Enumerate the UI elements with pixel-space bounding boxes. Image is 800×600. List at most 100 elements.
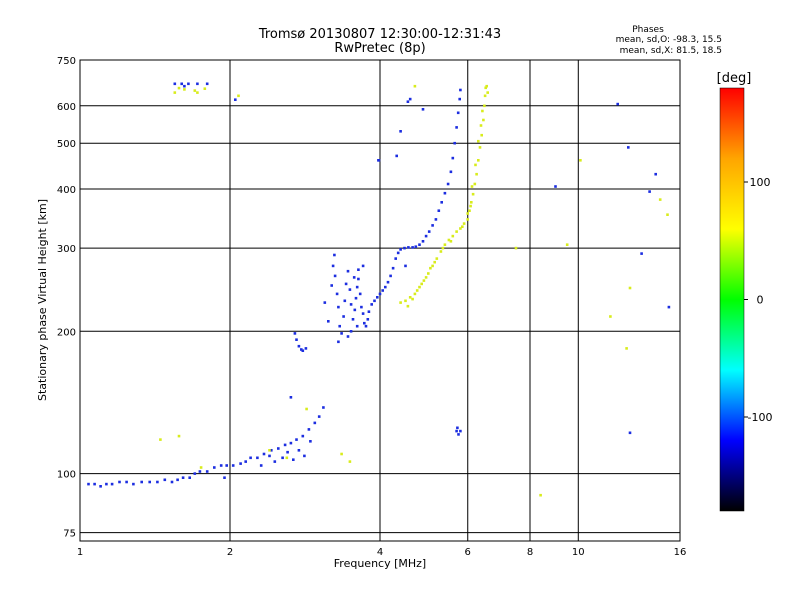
- data-point: [399, 248, 402, 251]
- data-point: [437, 209, 441, 212]
- data-point: [304, 347, 308, 350]
- data-point: [340, 452, 343, 456]
- data-point: [177, 86, 181, 90]
- data-point: [262, 452, 266, 456]
- data-point: [305, 407, 308, 411]
- data-point: [297, 449, 301, 452]
- data-point: [474, 163, 477, 167]
- data-point: [270, 449, 273, 452]
- colorbar-tick-label: -100: [748, 411, 773, 424]
- data-point: [289, 441, 293, 445]
- data-point: [654, 172, 657, 176]
- data-point: [196, 91, 199, 94]
- data-point: [658, 198, 662, 201]
- data-point: [406, 304, 410, 308]
- data-point: [466, 218, 469, 221]
- data-point: [352, 276, 356, 279]
- data-point: [441, 246, 445, 250]
- data-point: [384, 285, 387, 289]
- data-point: [156, 480, 159, 484]
- phases-title: Phases: [632, 25, 664, 35]
- y-tick-label: 600: [57, 102, 76, 113]
- data-point: [105, 482, 108, 486]
- data-point: [399, 301, 402, 304]
- data-point: [99, 485, 102, 488]
- series-o-mode-trace: [87, 82, 671, 488]
- data-point: [514, 246, 518, 250]
- data-point: [446, 182, 450, 186]
- data-point: [344, 282, 348, 286]
- data-point: [389, 274, 392, 278]
- data-point: [148, 480, 151, 484]
- data-point: [163, 478, 167, 482]
- data-point: [357, 268, 360, 271]
- data-point: [256, 456, 259, 460]
- data-point: [434, 218, 438, 221]
- data-point: [225, 464, 228, 467]
- data-point: [449, 170, 453, 174]
- data-point: [473, 182, 477, 186]
- data-point: [363, 321, 366, 325]
- data-point: [295, 438, 298, 441]
- data-point: [317, 415, 321, 418]
- colorbar: [719, 87, 745, 512]
- x-tick-label: 8: [527, 547, 533, 558]
- data-point: [421, 240, 425, 243]
- grid-lines: [80, 60, 680, 541]
- data-point: [203, 87, 207, 90]
- data-point: [205, 470, 209, 473]
- y-axis-label: Stationary phase Virtual Height [km]: [36, 199, 49, 401]
- data-point: [625, 347, 628, 350]
- data-point: [340, 332, 343, 335]
- data-point: [421, 108, 425, 111]
- data-point: [348, 460, 352, 463]
- data-point: [223, 476, 226, 479]
- data-point: [333, 274, 337, 278]
- data-point: [259, 464, 263, 467]
- data-point: [396, 251, 400, 255]
- data-point: [455, 126, 458, 129]
- y-tick-label: 300: [57, 244, 76, 255]
- data-point: [407, 246, 410, 249]
- y-tick-label: 100: [57, 470, 76, 481]
- data-point: [431, 264, 434, 268]
- data-point: [378, 292, 382, 296]
- data-point: [351, 318, 355, 321]
- data-point: [337, 305, 340, 309]
- data-point: [219, 464, 223, 467]
- data-point: [475, 172, 478, 176]
- data-point: [183, 84, 186, 88]
- data-point: [466, 212, 469, 215]
- data-point: [330, 284, 333, 287]
- data-point: [470, 201, 473, 204]
- data-point: [322, 406, 325, 409]
- data-point: [301, 434, 305, 438]
- data-point: [297, 344, 301, 348]
- chart-subtitle: RwPretec (8p): [334, 41, 425, 56]
- data-point: [196, 82, 199, 86]
- data-point: [244, 460, 247, 463]
- y-axis-ticks: 75 100 200 300 400 500 600 750: [57, 56, 76, 540]
- data-point: [285, 456, 289, 460]
- y-tick-label: 400: [57, 185, 76, 196]
- data-point: [381, 289, 384, 292]
- data-point: [295, 338, 298, 341]
- data-point: [367, 310, 371, 313]
- data-point: [483, 94, 487, 98]
- data-point: [440, 201, 443, 204]
- data-point: [554, 185, 557, 188]
- data-point: [628, 431, 632, 435]
- data-point: [403, 246, 406, 250]
- data-point: [125, 480, 128, 484]
- data-point: [357, 277, 360, 281]
- data-point: [565, 243, 569, 246]
- data-point: [435, 257, 439, 260]
- y-tick-label: 500: [57, 139, 76, 150]
- colorbar-label: [deg]: [717, 71, 752, 86]
- data-point: [159, 438, 162, 441]
- data-point: [424, 234, 428, 238]
- data-point: [331, 264, 335, 268]
- data-point: [470, 185, 474, 188]
- data-point: [424, 276, 428, 279]
